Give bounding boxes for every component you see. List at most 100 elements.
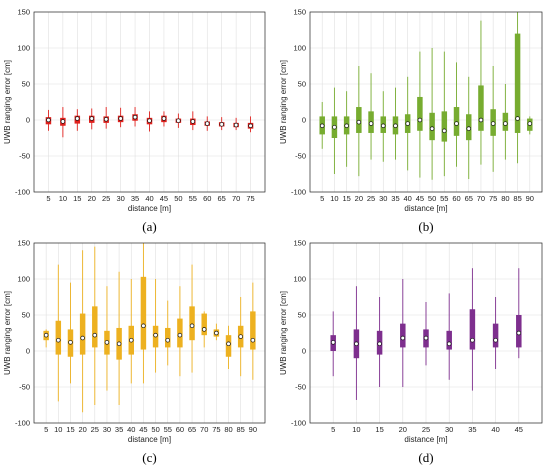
median-marker bbox=[248, 123, 253, 129]
x-tick-label: 15 bbox=[342, 194, 350, 203]
box-55 bbox=[441, 51, 448, 177]
median-marker bbox=[118, 116, 123, 121]
y-tick-label: 50 bbox=[298, 80, 306, 89]
median-marker bbox=[205, 121, 210, 126]
x-tick-label: 15 bbox=[375, 425, 383, 434]
median-marker bbox=[377, 341, 382, 347]
chart-panel-4: -100 -50 0 50 100 150 5 10 15 20 25 30 35 40 45 distanc… bbox=[279, 239, 543, 465]
median-marker bbox=[319, 123, 325, 129]
y-tick-label: 150 bbox=[17, 239, 30, 248]
box-10 bbox=[353, 286, 360, 400]
median-marker bbox=[75, 116, 80, 121]
median-marker bbox=[400, 335, 406, 341]
box-85 bbox=[237, 297, 244, 377]
iqr-box bbox=[250, 311, 256, 350]
x-tick-label: 20 bbox=[78, 425, 86, 434]
median-marker bbox=[442, 128, 447, 134]
median-marker bbox=[214, 330, 219, 336]
median-marker bbox=[356, 119, 362, 125]
x-tick-label: 65 bbox=[188, 425, 196, 434]
axes-frame bbox=[309, 11, 543, 193]
panel-caption: (b) bbox=[418, 219, 433, 234]
x-tick-label: 10 bbox=[352, 425, 360, 434]
box-80 bbox=[225, 325, 232, 369]
y-tick-label: 150 bbox=[293, 239, 306, 248]
y-axis-label: UWB ranging error [cm] bbox=[3, 60, 12, 144]
box-30 bbox=[446, 293, 452, 380]
box-50 bbox=[175, 113, 182, 128]
axes-frame bbox=[33, 11, 266, 193]
median-marker bbox=[190, 119, 196, 124]
box-20 bbox=[79, 250, 86, 413]
median-marker bbox=[43, 332, 49, 338]
x-tick-label: 40 bbox=[145, 194, 153, 203]
x-tick-label: 5 bbox=[46, 194, 50, 203]
median-marker bbox=[60, 119, 66, 124]
median-marker bbox=[104, 340, 110, 345]
median-marker bbox=[161, 116, 167, 121]
chart-panel-2: -100 -50 0 50 100 150 5 10 15 20 25 30 35 40 45 50 55 60 6… bbox=[279, 8, 543, 234]
x-tick-label: 60 bbox=[176, 425, 184, 434]
x-tick-label: 20 bbox=[399, 425, 407, 434]
x-tick-label: 45 bbox=[416, 194, 424, 203]
box-20 bbox=[400, 279, 406, 387]
median-marker bbox=[446, 341, 452, 347]
box-75 bbox=[213, 323, 220, 341]
box-45 bbox=[417, 51, 423, 178]
box-30 bbox=[104, 286, 110, 391]
y-tick-label: 100 bbox=[293, 275, 306, 284]
x-tick-label: 80 bbox=[501, 194, 509, 203]
box-5 bbox=[319, 102, 325, 149]
y-tick-label: -100 bbox=[291, 419, 306, 428]
median-marker bbox=[219, 122, 224, 127]
x-tick-label: 55 bbox=[440, 194, 448, 203]
box-70 bbox=[201, 311, 207, 348]
median-marker bbox=[516, 330, 522, 336]
x-axis-label: distance [m] bbox=[128, 435, 171, 444]
x-tick-label: 5 bbox=[44, 425, 48, 434]
x-axis-label: distance [m] bbox=[128, 204, 171, 213]
iqr-box bbox=[514, 33, 521, 133]
y-tick-label: 100 bbox=[293, 44, 306, 53]
median-marker bbox=[490, 121, 496, 126]
box-10 bbox=[60, 107, 66, 138]
median-marker bbox=[189, 323, 195, 329]
box-5 bbox=[330, 311, 336, 377]
box-15 bbox=[67, 282, 74, 384]
box-35 bbox=[392, 87, 399, 160]
x-tick-label: 65 bbox=[465, 194, 473, 203]
iqr-box bbox=[55, 320, 62, 355]
iqr-box bbox=[417, 96, 423, 131]
median-marker bbox=[393, 123, 398, 129]
iqr-box bbox=[400, 323, 406, 348]
box-90 bbox=[250, 282, 256, 380]
y-axis-label: UWB ranging error [cm] bbox=[279, 60, 288, 144]
box-60 bbox=[204, 116, 210, 131]
box-15 bbox=[376, 297, 383, 387]
x-tick-label: 35 bbox=[115, 425, 123, 434]
box-70 bbox=[478, 20, 484, 165]
median-marker bbox=[46, 117, 51, 123]
box-75 bbox=[247, 116, 254, 133]
iqr-box bbox=[201, 313, 207, 336]
x-tick-label: 20 bbox=[355, 194, 363, 203]
box-90 bbox=[527, 116, 533, 135]
y-tick-label: -50 bbox=[19, 383, 30, 392]
median-marker bbox=[250, 337, 256, 343]
median-marker bbox=[515, 116, 520, 121]
x-tick-label: 55 bbox=[164, 425, 172, 434]
median-marker bbox=[466, 126, 471, 131]
box-10 bbox=[55, 264, 62, 402]
box-40 bbox=[146, 111, 153, 132]
chart-panel-3: -100 -50 0 50 100 150 5 10 15 20 25 30 35 40 45 50 55 60 6… bbox=[3, 239, 266, 465]
y-tick-label: 0 bbox=[302, 347, 306, 356]
median-marker bbox=[89, 116, 94, 121]
median-marker bbox=[68, 340, 73, 345]
median-marker bbox=[165, 337, 170, 343]
box-80 bbox=[502, 84, 509, 160]
axes-frame bbox=[33, 242, 266, 424]
axes-frame bbox=[309, 242, 543, 424]
median-marker bbox=[103, 117, 109, 122]
box-60 bbox=[177, 286, 183, 377]
iqr-box bbox=[140, 276, 147, 350]
